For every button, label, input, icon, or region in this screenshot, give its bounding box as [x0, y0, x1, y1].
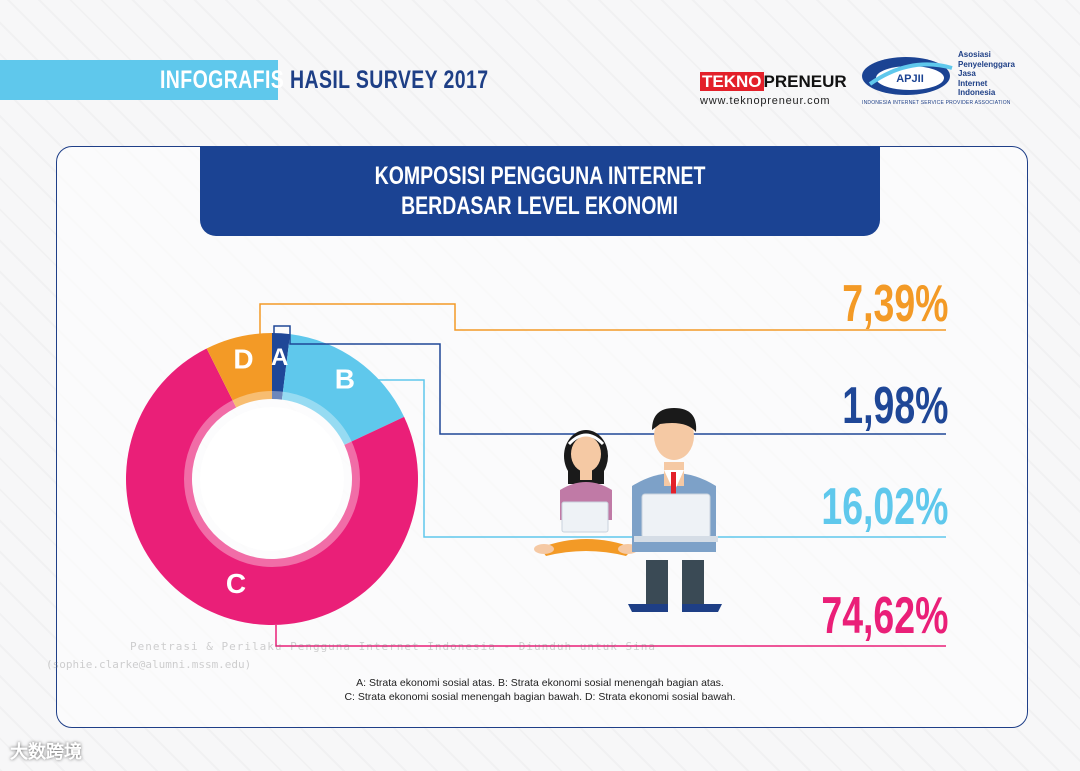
legend-line-2: C: Strata ekonomi sosial menengah bagian… [344, 691, 736, 703]
apjii-tagline: INDONESIA INTERNET SERVICE PROVIDER ASSO… [862, 100, 1011, 106]
teknopreneur-logo: TEKNO PRENEUR [700, 72, 847, 92]
man-figure [628, 408, 722, 612]
panel-title-line-2: BERDASAR LEVEL EKONOMI [401, 192, 679, 220]
slice-b [281, 334, 405, 445]
donut-slices [125, 333, 418, 626]
value-label-a: 1,98% [841, 377, 948, 435]
legend-text: A: Strata ekonomi sosial atas. B: Strata… [250, 676, 830, 704]
leader-line-a [273, 325, 946, 435]
slice-labels: A B C D [226, 343, 355, 599]
apjii-name-line: Asosiasi [958, 50, 991, 59]
panel-title-line-1: KOMPOSISI PENGGUNA INTERNET [374, 162, 706, 190]
donut-hole [200, 407, 344, 551]
brand-black-text: PRENEUR [763, 72, 847, 91]
slice-a [272, 333, 291, 400]
apjii-name-line: Internet [958, 78, 988, 88]
value-label-c: 74,62% [821, 587, 948, 645]
header-band [0, 60, 278, 100]
header-tag: INFOGRAFIS [160, 66, 285, 94]
apjii-name-line: Penyelenggara [958, 59, 1015, 69]
donut-inner-ring [184, 391, 360, 567]
watermark-line-2: (sophie.clarke@alumni.mssm.edu) [46, 658, 252, 671]
apjii-name-line: Jasa [958, 69, 976, 78]
value-label-d: 7,39% [841, 275, 948, 333]
corner-watermark: 大数跨境 [10, 742, 82, 763]
apjii-name: Asosiasi Penyelenggara Jasa Internet Ind… [958, 50, 1038, 98]
slice-label-b: B [335, 364, 355, 395]
brand-url: www.teknopreneur.com [700, 95, 831, 107]
people-illustration [534, 408, 722, 612]
woman-figure [534, 430, 638, 556]
apjii-badge-text: APJII [896, 73, 924, 85]
header-title: HASIL SURVEY 2017 [290, 66, 489, 94]
apjii-logo-icon: APJII [862, 57, 953, 95]
legend-line-1: A: Strata ekonomi sosial atas. B: Strata… [356, 677, 724, 689]
slice-label-a: A [271, 344, 288, 371]
leader-line-c [275, 625, 946, 647]
slice-c [125, 348, 418, 626]
slice-label-c: C [226, 568, 246, 599]
panel-title-box: KOMPOSISI PENGGUNA INTERNET BERDASAR LEV… [200, 146, 880, 236]
slice-label-d: D [233, 343, 253, 374]
watermark-line-1: Penetrasi & Perilaku Pengguna Internet I… [130, 640, 656, 653]
slice-d [206, 333, 272, 408]
brand-red-text: TEKNO [700, 72, 764, 91]
value-label-b: 16,02% [821, 478, 948, 536]
apjii-name-line: Indonesia [958, 88, 996, 97]
leader-line-d [259, 303, 946, 340]
